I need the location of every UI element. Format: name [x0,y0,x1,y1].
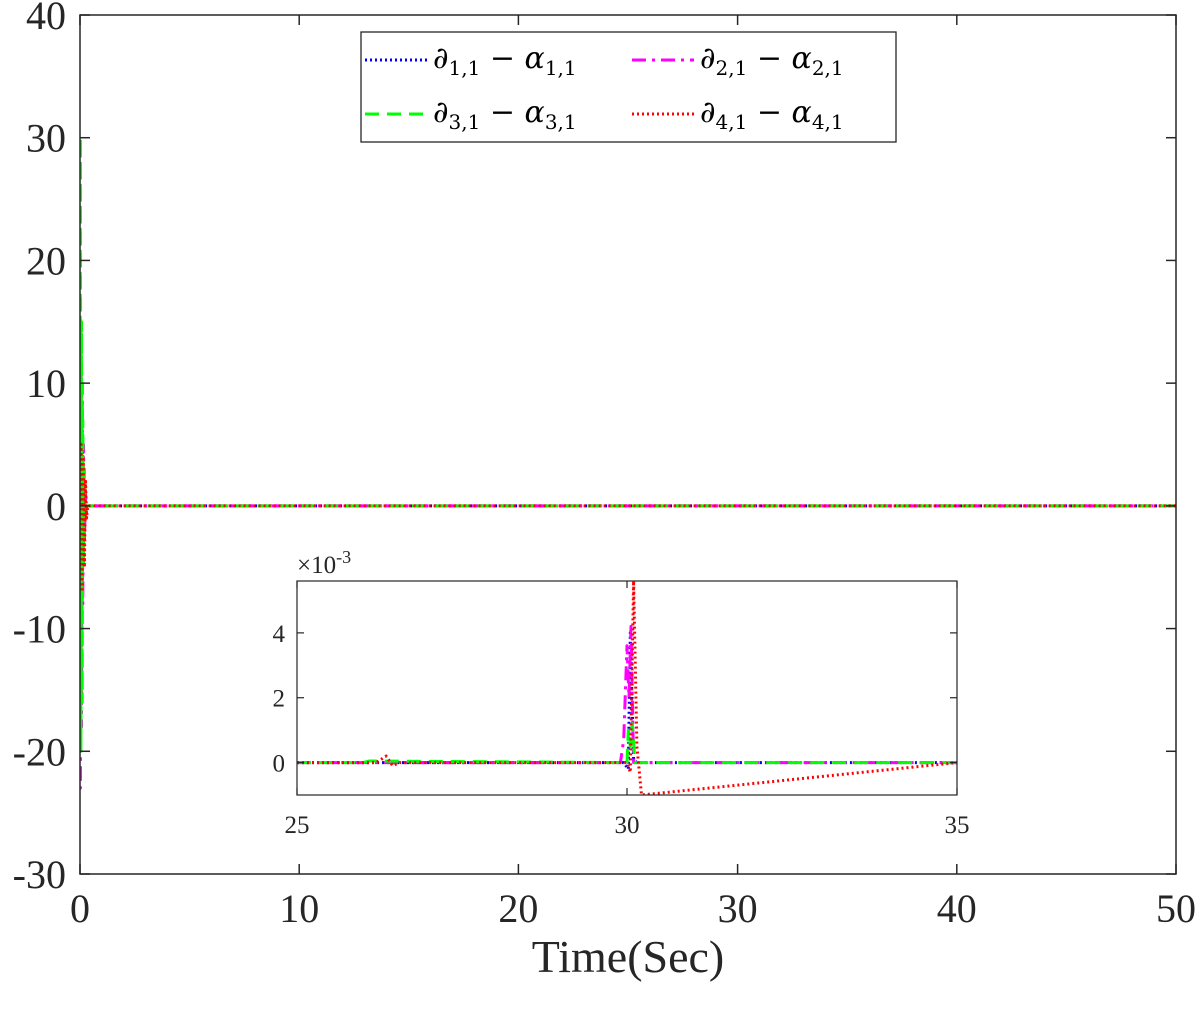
y-tick-label: -20 [13,729,66,774]
y-tick-label: 30 [26,116,66,161]
y-tick-label: -10 [13,607,66,652]
legend-symbol-2: α [525,41,545,76]
legend-symbol-2: α [792,95,812,130]
x-tick-label: 30 [718,886,758,931]
legend-entry-s2: ∂2,1 − α2,1 [700,41,844,80]
legend-minus: − [747,41,791,76]
legend-entry-s3: ∂3,1 − α3,1 [433,95,577,134]
x-tick-label: 35 [945,812,970,839]
legend: ∂1,1 − α1,1 ∂2,1 − α2,1∂3,1 − α3,1 ∂4,1 − … [360,31,897,143]
y-tick-label: 20 [26,238,66,283]
legend-minus: − [747,95,791,130]
legend-subscript: 4,1 [716,110,748,134]
x-tick-label: 0 [70,886,90,931]
legend-subscript: 3,1 [449,110,481,134]
axes-box [79,14,1177,875]
y-tick-label: 4 [273,621,286,648]
legend-symbol: ∂ [700,95,716,130]
x-tick-label: 25 [285,812,310,839]
y-tick-label: -30 [13,852,66,897]
x-tick-label: 40 [937,886,977,931]
legend-symbol: ∂ [433,41,449,76]
legend-minus: − [480,95,524,130]
exponent-base: ×10 [297,552,336,579]
x-tick-label: 10 [279,886,319,931]
series-line-s2 [297,624,957,765]
legend-box [360,31,897,143]
legend-symbol: ∂ [700,41,716,76]
series-line-s4 [80,443,1176,594]
series-group [297,581,957,795]
y-tick-label: 0 [273,751,286,778]
legend-subscript-2: 3,1 [545,110,577,134]
legend-symbol: ∂ [433,95,449,130]
legend-symbol-2: α [525,95,545,130]
legend-subscript: 1,1 [449,56,481,80]
x-tick-label: 30 [615,812,640,839]
series-line-s4 [297,581,957,795]
series-line-s3 [297,722,957,765]
y-tick-label: 40 [26,0,66,38]
y-tick-label: 0 [46,484,66,529]
legend-entry-s1: ∂1,1 − α1,1 [433,41,577,80]
legend-subscript-2: 4,1 [812,110,844,134]
legend-subscript-2: 2,1 [812,56,844,80]
legend-minus: − [480,41,524,76]
x-tick-label: 50 [1156,886,1196,931]
y-exponent-label: ×10-3 [297,547,351,579]
legend-subscript-2: 1,1 [545,56,577,80]
x-axis-label: Time(Sec) [532,931,725,982]
exponent-power: -3 [336,547,351,567]
inset-plot: 25 30 35 0 2 4 ×10-3 [273,547,970,839]
y-tick-label: 2 [273,686,286,713]
legend-subscript: 2,1 [716,56,748,80]
x-tick-label: 20 [498,886,538,931]
legend-entry-s4: ∂4,1 − α4,1 [700,95,844,134]
legend-symbol-2: α [792,41,812,76]
y-tick-label: 10 [26,361,66,406]
